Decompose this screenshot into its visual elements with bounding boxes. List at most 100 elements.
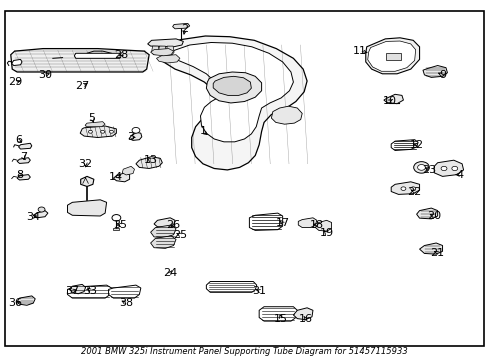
Polygon shape: [367, 41, 415, 71]
Text: 7: 7: [20, 152, 27, 162]
Circle shape: [417, 165, 425, 170]
Polygon shape: [206, 282, 256, 292]
Text: 33: 33: [83, 286, 97, 296]
Text: 1: 1: [199, 126, 206, 136]
Text: 17: 17: [275, 218, 289, 228]
Polygon shape: [249, 213, 282, 230]
Circle shape: [88, 130, 92, 133]
Polygon shape: [108, 285, 141, 298]
Text: 2001 BMW 325i Instrument Panel Supporting Tube Diagram for 51457115933: 2001 BMW 325i Instrument Panel Supportin…: [81, 346, 407, 356]
Polygon shape: [17, 175, 30, 180]
Text: 30: 30: [38, 70, 52, 80]
Text: 5: 5: [88, 113, 95, 123]
Polygon shape: [33, 211, 48, 218]
Text: 4: 4: [455, 170, 462, 180]
Polygon shape: [390, 182, 419, 194]
Text: 8: 8: [16, 170, 23, 180]
Text: 2: 2: [181, 24, 188, 34]
Polygon shape: [113, 173, 129, 182]
Polygon shape: [150, 225, 176, 238]
Bar: [386, 53, 400, 60]
Polygon shape: [150, 236, 176, 248]
Text: 10: 10: [383, 96, 396, 106]
Text: 37: 37: [65, 286, 79, 296]
Polygon shape: [271, 106, 302, 124]
Polygon shape: [67, 200, 106, 216]
Text: 35: 35: [113, 220, 126, 230]
Text: 24: 24: [163, 268, 177, 278]
Polygon shape: [390, 140, 417, 150]
Text: 25: 25: [173, 230, 186, 240]
Polygon shape: [69, 284, 85, 294]
Text: 20: 20: [427, 211, 440, 221]
Text: 29: 29: [8, 77, 23, 87]
Text: 28: 28: [114, 50, 128, 60]
Polygon shape: [419, 243, 442, 254]
Circle shape: [109, 130, 113, 133]
Polygon shape: [136, 157, 162, 168]
Polygon shape: [17, 158, 30, 163]
Polygon shape: [433, 160, 463, 176]
Polygon shape: [383, 94, 403, 104]
Text: 19: 19: [319, 228, 333, 238]
Text: 26: 26: [166, 220, 180, 230]
Text: 13: 13: [143, 155, 157, 165]
Text: 18: 18: [309, 220, 323, 230]
Polygon shape: [147, 39, 183, 47]
Polygon shape: [19, 143, 32, 149]
Polygon shape: [293, 308, 312, 320]
Text: 23: 23: [422, 165, 435, 175]
Polygon shape: [74, 53, 121, 58]
Polygon shape: [161, 36, 306, 170]
Text: 27: 27: [75, 81, 89, 91]
Circle shape: [112, 215, 121, 221]
Polygon shape: [158, 46, 166, 55]
Circle shape: [410, 187, 415, 190]
Polygon shape: [12, 59, 22, 66]
Polygon shape: [213, 76, 251, 95]
Polygon shape: [154, 218, 175, 228]
Polygon shape: [315, 220, 331, 231]
Polygon shape: [150, 49, 173, 56]
Polygon shape: [151, 46, 159, 55]
Text: 6: 6: [15, 135, 22, 145]
Text: 11: 11: [352, 46, 366, 56]
Polygon shape: [166, 46, 174, 55]
Polygon shape: [129, 132, 142, 140]
Polygon shape: [113, 228, 119, 230]
Circle shape: [101, 130, 104, 133]
Polygon shape: [172, 23, 189, 29]
Text: 38: 38: [119, 298, 133, 308]
Text: 21: 21: [430, 248, 444, 258]
Text: 22: 22: [407, 186, 421, 197]
Text: 16: 16: [298, 314, 312, 324]
Polygon shape: [422, 66, 447, 77]
Circle shape: [451, 166, 457, 171]
Text: 15: 15: [274, 314, 287, 324]
Text: 3: 3: [127, 132, 134, 142]
Polygon shape: [298, 218, 316, 228]
Text: 32: 32: [79, 159, 92, 169]
Text: 34: 34: [26, 212, 40, 222]
Polygon shape: [259, 307, 297, 321]
Polygon shape: [156, 55, 180, 63]
Polygon shape: [365, 38, 419, 74]
Circle shape: [132, 127, 140, 133]
Polygon shape: [206, 72, 261, 103]
Circle shape: [400, 187, 405, 190]
Polygon shape: [122, 166, 134, 175]
Circle shape: [38, 207, 45, 212]
Polygon shape: [85, 122, 105, 127]
Circle shape: [440, 166, 446, 171]
Text: 12: 12: [409, 140, 423, 150]
Text: 31: 31: [252, 286, 265, 296]
Polygon shape: [11, 49, 149, 72]
Polygon shape: [416, 208, 437, 219]
Polygon shape: [17, 296, 35, 305]
Text: 9: 9: [438, 70, 445, 80]
Polygon shape: [67, 285, 111, 298]
Text: 36: 36: [9, 298, 22, 308]
Circle shape: [413, 162, 428, 173]
Polygon shape: [81, 176, 94, 186]
Text: 14: 14: [109, 172, 123, 182]
